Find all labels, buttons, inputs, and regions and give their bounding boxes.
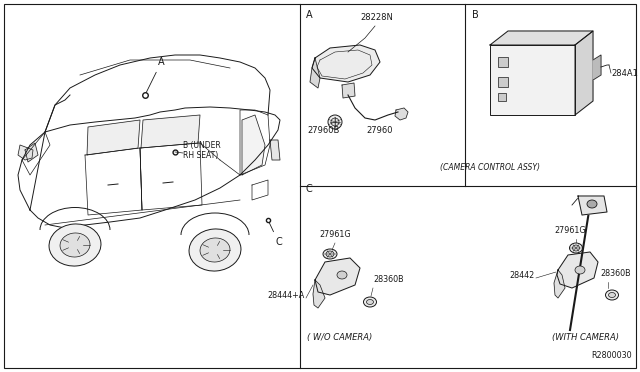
Polygon shape bbox=[557, 252, 598, 288]
Polygon shape bbox=[25, 143, 38, 162]
Ellipse shape bbox=[570, 243, 582, 253]
Polygon shape bbox=[395, 108, 408, 120]
Polygon shape bbox=[310, 58, 320, 88]
Text: 28228N: 28228N bbox=[360, 13, 393, 22]
Text: 28360B: 28360B bbox=[600, 269, 630, 278]
Text: 27961G: 27961G bbox=[554, 226, 586, 235]
Polygon shape bbox=[87, 120, 140, 155]
Polygon shape bbox=[313, 280, 325, 308]
Polygon shape bbox=[141, 115, 200, 148]
Polygon shape bbox=[578, 196, 607, 215]
Polygon shape bbox=[342, 83, 355, 98]
Text: (WITH CAMERA): (WITH CAMERA) bbox=[552, 333, 618, 342]
Text: C: C bbox=[306, 184, 313, 194]
Ellipse shape bbox=[367, 299, 374, 305]
Ellipse shape bbox=[326, 251, 334, 257]
Text: 27960: 27960 bbox=[367, 126, 393, 135]
Polygon shape bbox=[18, 145, 33, 160]
Ellipse shape bbox=[587, 200, 597, 208]
Ellipse shape bbox=[60, 233, 90, 257]
Text: (CAMERA CONTROL ASSY): (CAMERA CONTROL ASSY) bbox=[440, 163, 540, 172]
Polygon shape bbox=[575, 31, 593, 115]
Bar bbox=[498, 93, 506, 101]
Ellipse shape bbox=[323, 249, 337, 259]
Text: R2800030: R2800030 bbox=[591, 351, 632, 360]
Text: RH SEAT): RH SEAT) bbox=[183, 151, 218, 160]
Text: ( W/O CAMERA): ( W/O CAMERA) bbox=[307, 333, 372, 342]
Text: A: A bbox=[306, 10, 312, 20]
Bar bbox=[490, 45, 575, 115]
Polygon shape bbox=[315, 258, 360, 295]
Polygon shape bbox=[490, 31, 593, 45]
Text: 27960B: 27960B bbox=[308, 126, 340, 135]
Text: 284A1: 284A1 bbox=[611, 68, 638, 77]
Text: A: A bbox=[146, 57, 164, 93]
Polygon shape bbox=[270, 140, 280, 160]
Text: 27961G: 27961G bbox=[319, 230, 351, 239]
Ellipse shape bbox=[331, 118, 339, 126]
Text: 28360B: 28360B bbox=[373, 275, 404, 284]
Ellipse shape bbox=[328, 115, 342, 129]
Bar bbox=[498, 57, 508, 67]
Ellipse shape bbox=[49, 224, 101, 266]
Text: 28442: 28442 bbox=[509, 271, 535, 280]
Text: B (UNDER: B (UNDER bbox=[183, 141, 221, 150]
Text: B: B bbox=[472, 10, 479, 20]
Bar bbox=[498, 77, 508, 87]
Text: C: C bbox=[269, 222, 282, 247]
Ellipse shape bbox=[605, 290, 618, 300]
Ellipse shape bbox=[189, 229, 241, 271]
Ellipse shape bbox=[337, 271, 347, 279]
Polygon shape bbox=[242, 115, 265, 175]
Ellipse shape bbox=[364, 297, 376, 307]
Polygon shape bbox=[312, 45, 380, 82]
Text: 28444+A: 28444+A bbox=[268, 291, 305, 300]
Ellipse shape bbox=[200, 238, 230, 262]
Ellipse shape bbox=[573, 245, 579, 251]
Ellipse shape bbox=[609, 292, 616, 298]
Ellipse shape bbox=[575, 266, 585, 274]
Polygon shape bbox=[554, 270, 565, 298]
Polygon shape bbox=[593, 55, 601, 80]
